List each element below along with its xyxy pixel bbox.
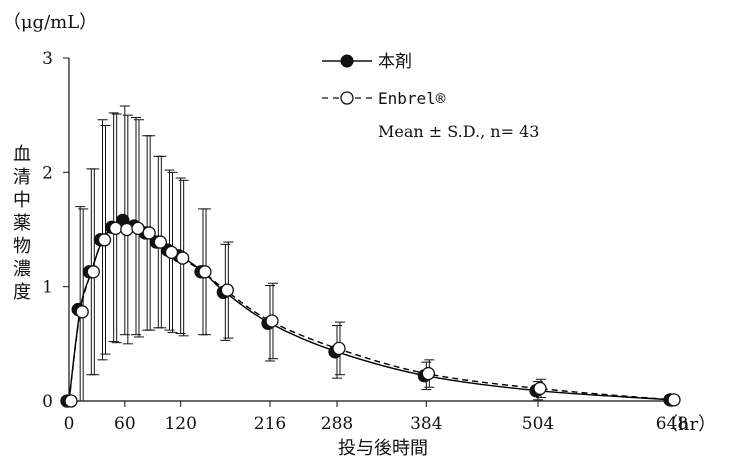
y-tick-label: 2 <box>42 163 53 183</box>
data-point-open <box>86 265 100 279</box>
y-axis-title-char: 濃 <box>13 259 31 280</box>
data-point-open <box>220 283 234 297</box>
x-tick-label: 288 <box>321 414 353 434</box>
y-axis-title-char: 度 <box>13 282 31 303</box>
x-tick-label: 216 <box>254 414 286 434</box>
data-point-open <box>176 251 190 265</box>
data-point-open <box>120 222 134 237</box>
error-bars <box>75 105 546 402</box>
x-unit-label: （hr） <box>660 414 716 435</box>
legend-label-0: 本剤 <box>378 52 412 72</box>
data-point-open <box>164 245 179 260</box>
y-tick-label: 3 <box>42 49 53 69</box>
data-point-open <box>153 235 167 249</box>
data-point-open <box>131 221 145 236</box>
data-point-open <box>533 381 547 396</box>
y-unit-label: （μg/mL） <box>3 12 97 33</box>
legend-marker-open <box>340 91 354 105</box>
y-axis-title-char: 血 <box>13 144 31 165</box>
y-axis-title-char: 薬 <box>13 213 31 234</box>
y-axis-title-char: 中 <box>13 190 31 211</box>
x-tick-label: 120 <box>164 414 196 434</box>
data-point-open <box>109 221 123 236</box>
x-tick-label: 504 <box>522 414 554 434</box>
y-axis-title-char: 清 <box>13 167 31 188</box>
y-tick-label: 1 <box>42 278 53 298</box>
data-point-open <box>142 226 156 240</box>
axes: 0 60 120 216 288 384 504 648 0 1 2 3 <box>42 49 688 434</box>
data-point-open <box>421 366 435 381</box>
legend: 本剤 Enbrel® Mean ± S.D., n= 43 <box>322 52 539 141</box>
y-axis-title-char: 物 <box>13 236 31 257</box>
data-point-open <box>332 341 346 356</box>
y-tick-label: 0 <box>42 392 53 412</box>
series-line-1 <box>68 227 673 402</box>
data-point-open <box>198 265 212 279</box>
x-axis-title: 投与後時間 <box>338 438 428 459</box>
legend-marker-filled <box>340 54 354 68</box>
x-tick-label: 384 <box>410 414 442 434</box>
data-point-open <box>64 394 78 408</box>
data-point-open <box>667 393 681 407</box>
data-point-open <box>265 314 279 328</box>
legend-label-1: Enbrel® <box>378 89 446 108</box>
series-markers <box>60 213 681 408</box>
x-tick-label: 648 <box>656 414 688 434</box>
data-point-open <box>97 233 112 247</box>
x-tick-label: 0 <box>64 414 75 434</box>
stats-annotation: Mean ± S.D., n= 43 <box>378 122 539 141</box>
x-tick-label: 60 <box>114 414 136 434</box>
data-point-open <box>75 305 89 319</box>
